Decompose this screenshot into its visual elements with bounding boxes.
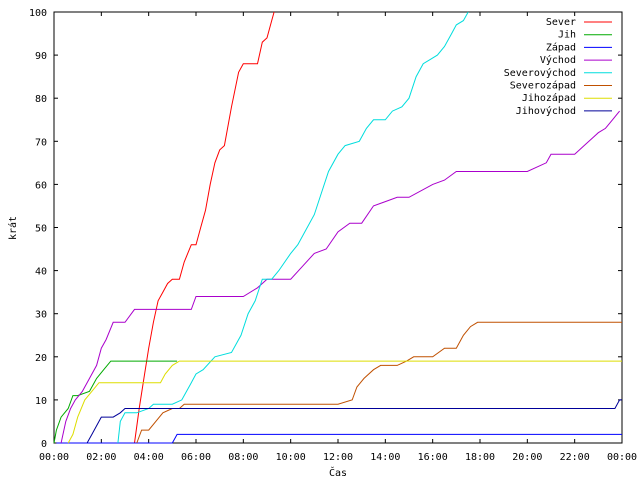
x-tick-label: 08:00 [228,452,258,463]
series-line-6 [67,360,622,444]
y-tick-label: 40 [35,267,47,278]
y-tick-label: 10 [35,396,47,407]
x-axis-title: Čas [329,466,347,479]
legend-label: Východ [540,54,576,66]
series-line-4 [117,11,469,444]
y-tick-label: 90 [35,51,47,62]
legend-label: Jihozápad [522,92,576,104]
x-tick-label: 12:00 [323,452,353,463]
y-tick-label: 60 [35,180,47,191]
x-tick-label: 22:00 [560,452,590,463]
y-tick-label: 100 [29,8,47,19]
legend-label: Sever [546,17,576,28]
x-tick-label: 00:00 [39,452,69,463]
y-tick-label: 0 [41,439,47,450]
y-tick-label: 30 [35,310,47,321]
legend-label: Jihovýchod [516,105,576,117]
x-tick-label: 20:00 [512,452,542,463]
y-axis-title: krát [7,216,19,240]
series-line-2 [56,433,622,444]
legend-label: Severozápad [510,80,576,92]
series-line-5 [136,321,622,444]
y-tick-label: 80 [35,94,47,105]
x-axis: 00:00 02:00 04:00 06:00 08:00 10:00 12:00 14:00… [39,12,637,463]
legend: Sever JihZápadVýchodSeverovýchodSeverozáp… [504,17,612,117]
y-tick-label: 50 [35,224,47,235]
x-tick-label: 00:00 [607,452,637,463]
series-line-1 [53,360,178,444]
x-tick-label: 06:00 [181,452,211,463]
x-tick-label: 02:00 [86,452,116,463]
x-tick-label: 16:00 [418,452,448,463]
series-line-0 [134,11,275,444]
series-line-7 [86,399,622,444]
x-tick-label: 10:00 [276,452,306,463]
legend-label: Jih [558,30,576,41]
x-tick-label: 14:00 [370,452,400,463]
x-tick-label: 18:00 [465,452,495,463]
legend-label: Západ [546,41,576,53]
series-line-3 [60,110,620,444]
x-tick-label: 04:00 [134,452,164,463]
legend-label: Severovýchod [504,67,576,79]
y-tick-label: 70 [35,137,47,148]
series-group [53,11,622,444]
y-tick-label: 20 [35,353,47,364]
